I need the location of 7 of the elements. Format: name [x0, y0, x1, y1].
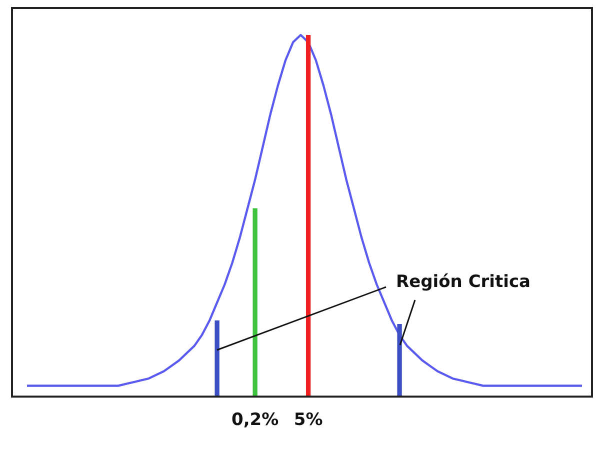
- bar: [306, 35, 311, 397]
- bar: [252, 208, 258, 397]
- bar: [214, 320, 220, 397]
- x-tick-label: 5%: [294, 410, 323, 430]
- bar: [397, 324, 402, 397]
- x-tick-label: 0,2%: [232, 410, 279, 430]
- annotation: Región Critica: [396, 272, 531, 292]
